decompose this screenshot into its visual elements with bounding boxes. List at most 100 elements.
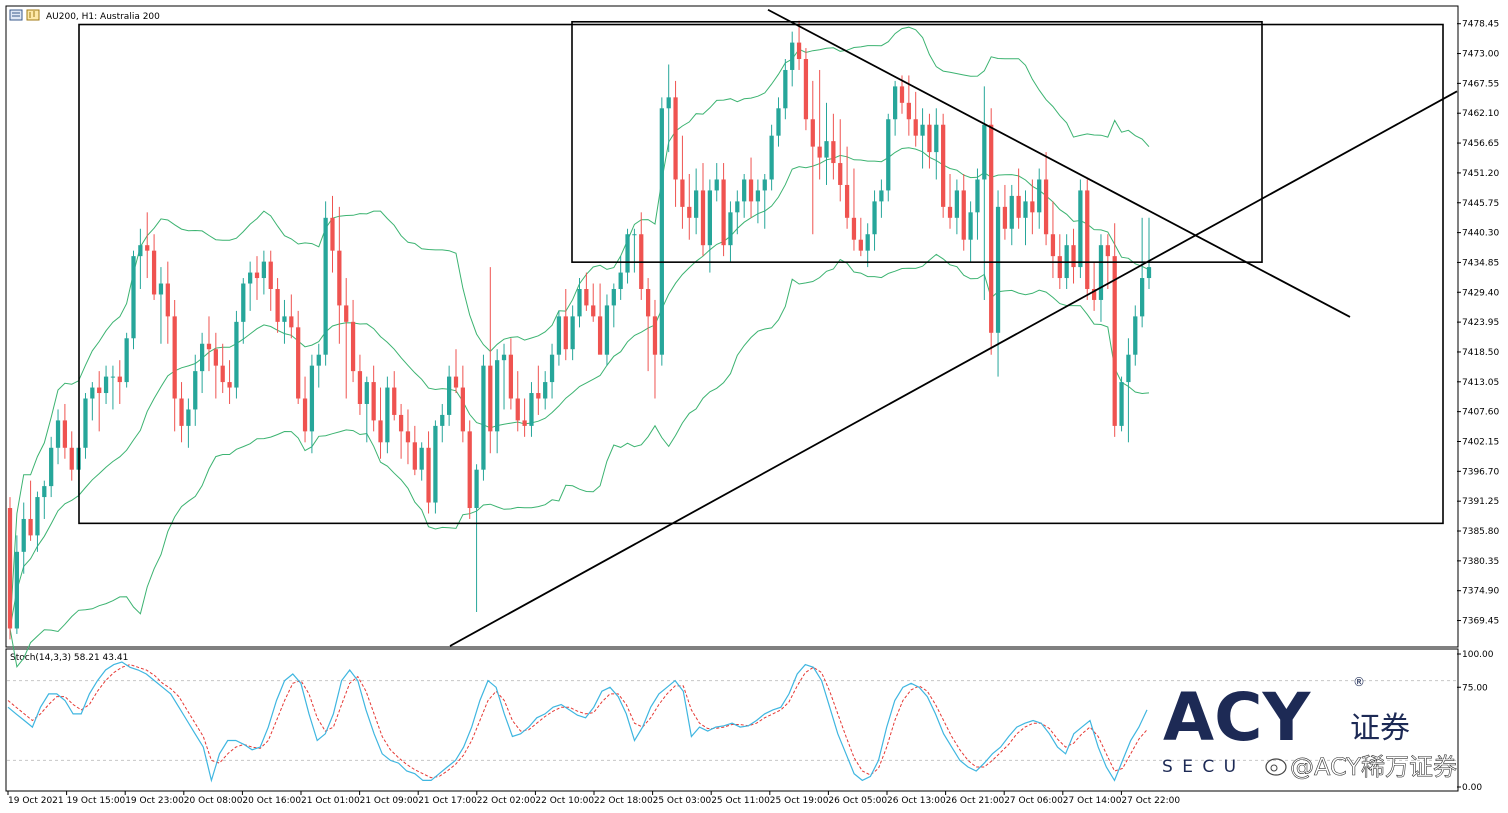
bear-candle xyxy=(906,75,911,136)
bull-candle xyxy=(714,163,719,202)
time-tick-label: 21 Oct 01:00 xyxy=(301,796,360,806)
bull-candle xyxy=(199,332,205,394)
candle-body xyxy=(536,393,541,399)
acy-logo: ACY ® xyxy=(1163,675,1365,756)
candle-body xyxy=(364,382,369,404)
bear-candle xyxy=(1016,168,1021,229)
bear-candle xyxy=(844,146,850,229)
bull-candle xyxy=(982,86,987,300)
bear-candle xyxy=(831,113,836,180)
candle-body xyxy=(90,387,95,399)
candle-body xyxy=(69,447,74,470)
candle-body xyxy=(151,250,157,295)
bear-candle xyxy=(838,119,843,202)
candle-body xyxy=(968,212,973,240)
candle-body xyxy=(103,376,109,394)
bull-candle xyxy=(735,190,740,235)
bear-candle xyxy=(145,212,150,279)
bull-candle xyxy=(556,310,562,366)
bear-candle xyxy=(7,497,13,640)
candle-body xyxy=(110,376,116,378)
bear-candle xyxy=(268,250,273,311)
candle-body xyxy=(234,321,239,388)
time-tick-label: 27 Oct 22:00 xyxy=(1121,796,1180,806)
candle-body xyxy=(83,398,88,448)
candle-body xyxy=(824,141,829,158)
stoch-main-line xyxy=(7,661,1148,783)
bull-candle xyxy=(440,403,445,443)
bear-candle xyxy=(947,174,953,229)
bull-candle xyxy=(364,376,369,443)
candle-body xyxy=(549,354,555,383)
candle-body xyxy=(810,119,815,147)
bull-candle xyxy=(570,305,575,361)
bull-candle xyxy=(1133,305,1138,366)
bull-candle xyxy=(1140,217,1145,328)
candle-body xyxy=(165,283,170,317)
candle-body xyxy=(460,387,465,432)
candle-body xyxy=(886,119,891,191)
bull-candle xyxy=(611,283,616,328)
candle-body xyxy=(55,420,61,448)
candle-body xyxy=(316,354,321,366)
bear-candle xyxy=(337,206,342,344)
acy-chinese-label: 证券 xyxy=(1350,711,1410,746)
candle-body xyxy=(591,305,596,317)
candle-body xyxy=(419,447,424,470)
candle-body xyxy=(1043,179,1049,235)
bear-candle xyxy=(220,343,225,394)
candle-body xyxy=(563,316,568,350)
bull-candle xyxy=(158,267,164,344)
weibo-icon xyxy=(1265,758,1287,776)
chart-type-icon[interactable] xyxy=(26,9,40,21)
drawing-objects[interactable] xyxy=(78,8,1458,647)
stochastic-lines xyxy=(7,661,1148,783)
weibo-handle: @ACY稀万证券 xyxy=(1290,753,1457,781)
bull-candle xyxy=(659,97,664,366)
candle-body xyxy=(611,288,616,306)
candle-body xyxy=(1140,278,1145,317)
bull-candle xyxy=(35,491,40,552)
window-icon[interactable] xyxy=(9,9,23,21)
bull-candle xyxy=(138,228,143,289)
bear-candle xyxy=(344,278,349,399)
candle-body xyxy=(865,234,870,251)
time-tick-label: 20 Oct 08:00 xyxy=(184,796,243,806)
price-tick-label: 7467.55 xyxy=(1462,79,1499,89)
bear-candle xyxy=(371,365,376,432)
candle-body xyxy=(385,387,390,443)
price-tick-label: 7429.40 xyxy=(1462,288,1499,298)
candle-body xyxy=(776,108,781,136)
bear-candle xyxy=(392,371,397,421)
time-tick-label: 21 Oct 09:00 xyxy=(360,796,419,806)
bear-candle xyxy=(426,431,431,514)
candle-body xyxy=(433,425,438,503)
bull-candle xyxy=(55,409,61,465)
candle-body xyxy=(584,288,589,306)
bull-candle xyxy=(604,294,610,366)
bear-candle xyxy=(378,387,383,459)
bull-candle xyxy=(632,228,637,273)
candle-body xyxy=(879,190,884,202)
candle-body xyxy=(989,124,994,333)
candle-body xyxy=(508,354,514,399)
bear-candle xyxy=(1030,179,1035,235)
candle-body xyxy=(289,316,294,328)
candle-body xyxy=(337,250,342,306)
bear-candle xyxy=(899,75,905,114)
candle-body xyxy=(995,206,1001,333)
price-plot-frame xyxy=(5,5,1459,648)
candle-body xyxy=(1105,245,1110,257)
candle-body xyxy=(735,201,740,213)
bull-candle xyxy=(131,250,136,350)
bull-candle xyxy=(103,365,109,404)
bear-candle xyxy=(467,420,472,519)
candle-body xyxy=(947,206,953,218)
time-tick-label: 22 Oct 10:00 xyxy=(535,796,594,806)
acy-logo-text: ACY xyxy=(1163,679,1312,756)
candle-body xyxy=(453,376,459,388)
bear-candle xyxy=(961,174,966,251)
candle-body xyxy=(296,327,301,399)
bull-candle xyxy=(865,223,870,268)
bear-candle xyxy=(330,195,335,273)
